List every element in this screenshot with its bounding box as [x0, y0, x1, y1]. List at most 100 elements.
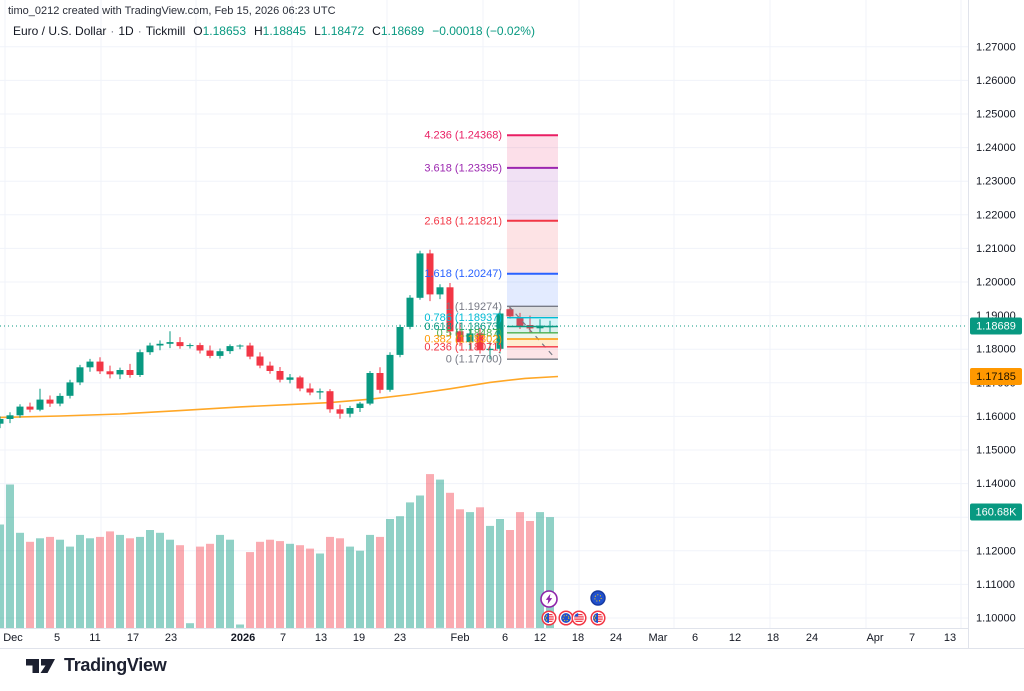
volume-bar — [46, 536, 54, 628]
time-axis-label: 23 — [165, 632, 177, 644]
svg-text:160.68K: 160.68K — [976, 507, 1018, 519]
candle — [26, 402, 34, 413]
candle — [306, 383, 314, 396]
time-axis-label: 13 — [944, 632, 956, 644]
time-axis-label: 6 — [692, 632, 698, 644]
symbol-name[interactable]: Euro / U.S. Dollar — [13, 24, 107, 38]
volume-bar — [486, 525, 494, 628]
candle — [176, 337, 184, 349]
volume-bar — [466, 512, 474, 628]
price-axis-label: 1.26000 — [976, 75, 1016, 87]
time-axis-label: 23 — [394, 632, 406, 644]
price-axis-label: 1.15000 — [976, 445, 1016, 457]
legend-separator: · — [137, 24, 142, 38]
fib-trend-line[interactable] — [508, 305, 557, 360]
candle — [316, 388, 324, 400]
volume-bar — [136, 536, 144, 628]
candle — [506, 306, 514, 319]
fib-level-label: 0.5 (1.18487) — [437, 327, 502, 339]
economic-event-icon-eurusd[interactable] — [541, 610, 557, 626]
fib-level-label: 4.236 (1.24368) — [424, 130, 502, 142]
volume-bar — [346, 546, 354, 628]
volume-bar — [96, 536, 104, 628]
economic-event-icon-eur[interactable] — [558, 610, 574, 626]
fib-band — [507, 346, 558, 360]
candle — [406, 295, 414, 330]
volume-bar — [476, 507, 484, 628]
volume-bar — [116, 534, 124, 628]
economic-event-icon-usd[interactable] — [571, 610, 587, 626]
time-axis[interactable]: Dec 5 11 17 23 2026 7 13 19 23 Feb 6 12 18 24 Mar 6 12 18 2… — [3, 632, 956, 644]
candle — [156, 340, 164, 351]
high-key: H — [254, 24, 263, 38]
time-axis-label: 18 — [572, 632, 584, 644]
fib-extension-drawing[interactable]: 4.236 (1.24368) 3.618 (1.23395) 2.618 (1.2… — [424, 130, 558, 366]
volume-bar — [156, 532, 164, 628]
candle — [346, 405, 354, 418]
time-axis-label: 12 — [729, 632, 741, 644]
price-axis-label: 1.27000 — [976, 41, 1016, 53]
tradingview-logo-text: TradingView — [64, 655, 167, 675]
economic-event-icon-eur[interactable] — [590, 590, 606, 606]
economic-events[interactable] — [540, 590, 606, 626]
candle — [296, 375, 304, 392]
candlestick-series — [0, 249, 554, 429]
volume-bar — [406, 502, 414, 628]
fib-level-label: 0 (1.17700) — [446, 354, 502, 366]
fib-band — [507, 135, 558, 168]
volume-bar — [106, 531, 114, 628]
candle — [386, 352, 394, 392]
candle — [426, 249, 434, 302]
volume-bar — [196, 546, 204, 628]
economic-event-icon-eurusd[interactable] — [590, 610, 606, 626]
time-axis-label: Mar — [649, 632, 668, 644]
tradingview-logo[interactable]: TradingView — [26, 655, 167, 676]
price-axis-label: 1.21000 — [976, 243, 1016, 255]
volume-bar — [226, 539, 234, 628]
tradingview-logo-icon — [26, 658, 55, 673]
price-axis[interactable]: 1.27000 1.26000 1.25000 1.24000 1.23000 1.220… — [970, 41, 1022, 625]
price-axis-label: 1.11000 — [976, 579, 1015, 591]
volume-bar — [316, 553, 324, 628]
candle — [46, 395, 54, 407]
volume-bar — [256, 541, 264, 629]
time-axis-label: 19 — [353, 632, 365, 644]
volume-bar — [16, 532, 24, 628]
price-axis-label: 1.14000 — [976, 478, 1016, 490]
price-axis-label: 1.24000 — [976, 142, 1016, 154]
axis-borders — [0, 0, 1024, 649]
fib-band — [507, 339, 558, 347]
time-axis-label: Dec — [3, 632, 23, 644]
economic-event-icon-volatility[interactable] — [540, 590, 558, 608]
candle — [0, 416, 4, 429]
symbol-legend[interactable]: Euro / U.S. Dollar · 1D · Tickmill O1.18653 H1… — [13, 24, 535, 38]
candle — [376, 367, 384, 394]
price-axis-label: 1.20000 — [976, 277, 1016, 289]
volume-bar — [356, 550, 364, 628]
volume-bar — [426, 474, 434, 628]
broker-label[interactable]: Tickmill — [145, 24, 186, 38]
candle — [216, 348, 224, 359]
volume-bar — [506, 530, 514, 628]
volume-bar — [56, 539, 64, 628]
candle — [146, 342, 154, 355]
candle — [206, 345, 214, 359]
volume-bar — [126, 538, 134, 628]
ma-price-badge: 1.17185 — [970, 368, 1022, 385]
fib-band — [507, 332, 558, 339]
time-axis-label: 13 — [315, 632, 327, 644]
volume-bar — [416, 495, 424, 628]
fib-level-label: 3.618 (1.23395) — [424, 162, 502, 174]
candle — [126, 363, 134, 378]
time-axis-label: 6 — [502, 632, 508, 644]
candle — [476, 328, 484, 354]
time-gridlines — [4, 0, 962, 628]
volume-bar — [376, 536, 384, 628]
volume-bar — [326, 536, 334, 628]
interval-label[interactable]: 1D — [118, 24, 134, 38]
open-value: 1.18653 — [202, 24, 246, 38]
svg-text:1.17185: 1.17185 — [976, 371, 1016, 383]
candle — [86, 358, 94, 372]
